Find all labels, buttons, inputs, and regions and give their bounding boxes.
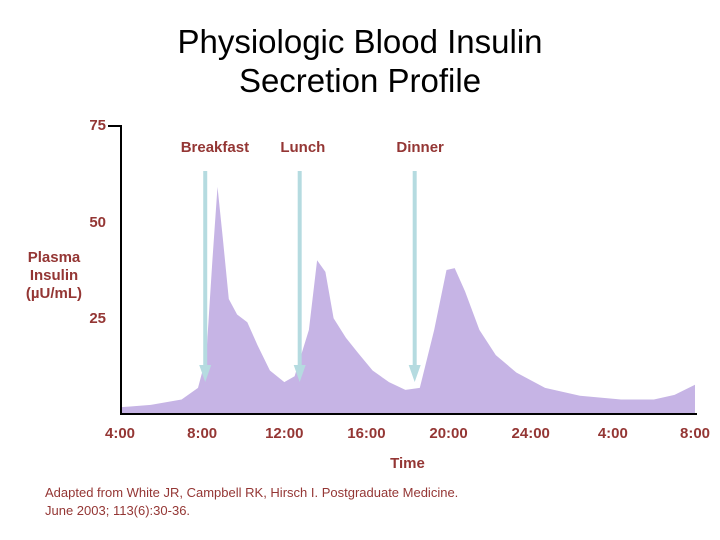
breakfast-arrow-icon: [199, 171, 212, 382]
annotation-dinner: Dinner: [396, 139, 444, 156]
y-tick-label-25: 25: [89, 310, 106, 327]
y-axis-title-line1: Plasma: [27, 249, 81, 266]
y-tick-label-75: 75: [89, 117, 106, 134]
citation: Adapted from White JR, Campbell RK, Hirs…: [45, 484, 458, 520]
annotation-lunch: Lunch: [280, 139, 326, 156]
x-tick-label: 12:00: [265, 425, 304, 442]
axis-lines: [108, 125, 697, 415]
citation-line1: Adapted from White JR, Campbell RK, Hirs…: [45, 485, 459, 500]
y-axis-title: Plasma Insulin (µU/mL): [8, 249, 100, 303]
citation-line2: June 2003; 113(6):30-36.: [45, 503, 191, 518]
x-tick-label: 16:00: [347, 425, 386, 442]
x-axis-title: Time: [390, 455, 425, 472]
x-tick-label: 8:00: [187, 425, 218, 442]
x-tick-label: 24:00: [511, 425, 550, 442]
x-axis-ticks: 4:00 8:00 12:00 16:00 20:00 24:00 4:00 8:00: [105, 425, 710, 445]
insulin-area-chart: [108, 125, 697, 415]
slide-title-line1: Physiologic Blood Insulin: [177, 23, 543, 60]
slide-title-line2: Secretion Profile: [238, 62, 482, 99]
dinner-arrow-icon: [408, 171, 421, 382]
annotation-breakfast: Breakfast: [180, 139, 250, 156]
x-tick-label: 8:00: [679, 425, 711, 442]
lunch-arrow-icon: [293, 171, 306, 382]
y-axis-title-line2: Insulin: [29, 267, 79, 284]
x-tick-label: 4:00: [597, 425, 628, 442]
slide-title: Physiologic Blood Insulin Secretion Prof…: [0, 22, 720, 100]
insulin-area-series: [120, 186, 695, 415]
x-tick-label: 20:00: [429, 425, 468, 442]
x-tick-label: 4:00: [104, 425, 136, 442]
y-tick-label-50: 50: [89, 214, 106, 231]
y-axis-title-line3: (µU/mL): [25, 285, 83, 302]
plot-area: Breakfast Lunch Dinner: [108, 125, 697, 415]
